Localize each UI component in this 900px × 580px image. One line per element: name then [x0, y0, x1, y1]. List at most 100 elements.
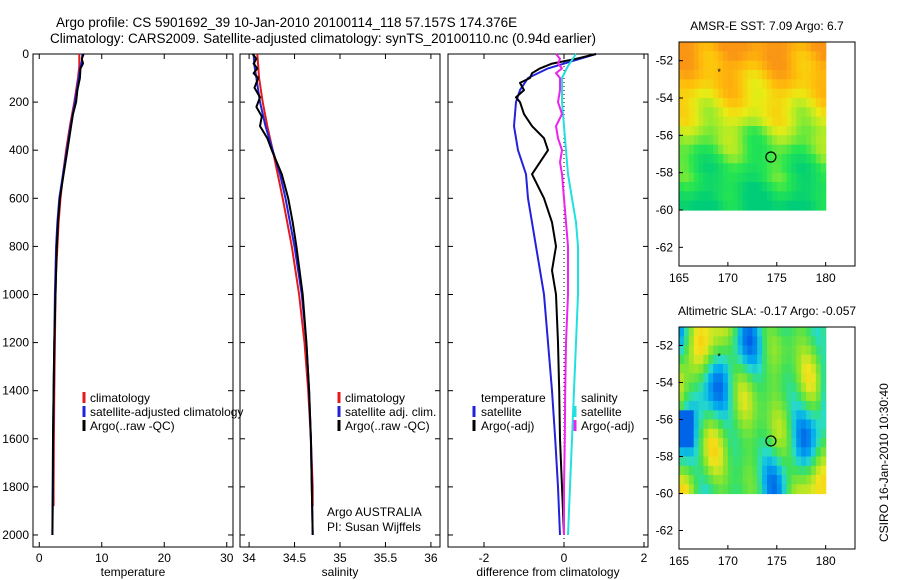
map-cell [796, 438, 802, 448]
map-cell [688, 345, 695, 356]
map-cell [742, 51, 749, 62]
map-title: Altimetric SLA: -0.17 Argo: -0.057 [678, 304, 856, 318]
map-cell [713, 327, 719, 337]
map-cell [732, 475, 739, 485]
x-tick-label: 35.5 [374, 551, 398, 565]
map-cell [688, 88, 695, 99]
map-cell [698, 191, 705, 202]
map-cell [820, 144, 827, 155]
map-cell [708, 60, 714, 71]
map-cell [713, 200, 719, 211]
map-cell [708, 88, 714, 99]
map-cell [752, 42, 758, 52]
map-cell [747, 135, 753, 146]
map-cell [732, 447, 739, 458]
map-cell [796, 484, 802, 495]
map-cell [708, 382, 714, 393]
map-cell [688, 447, 695, 458]
map-cell [811, 364, 817, 374]
x-tick-label: 2 [641, 551, 648, 565]
map-cell [801, 419, 807, 430]
map-cell [767, 391, 773, 402]
map-cell [801, 465, 807, 476]
map-cell [703, 88, 709, 99]
map-cell [762, 484, 768, 495]
map-cell [781, 88, 788, 99]
map-cell [723, 373, 729, 384]
map-cell [703, 475, 709, 485]
map-cell [757, 182, 763, 192]
map-cell [693, 70, 700, 80]
map-cell [791, 200, 797, 211]
map-cell [718, 172, 724, 183]
map-cell [747, 438, 753, 448]
salinity-panel: 34 34.5 35 35.5 36 salinity [239, 53, 441, 579]
map-cell [767, 456, 773, 467]
map-cell [688, 126, 695, 136]
map-cell [732, 182, 739, 192]
map-cell [801, 391, 807, 402]
map-y-tick-label: -58 [656, 450, 674, 464]
map-cell [767, 438, 773, 448]
map-cell [815, 42, 822, 52]
map-cell [811, 447, 817, 458]
map-cell [786, 456, 793, 467]
map-cell [757, 126, 763, 136]
map-cell [771, 51, 778, 62]
map-cell [703, 154, 709, 164]
map-cell [815, 79, 822, 90]
map-cell [698, 475, 705, 485]
y-tick-label: 1400 [2, 384, 29, 398]
map-cell [791, 126, 797, 136]
map-cell [683, 336, 690, 347]
map-cell [806, 364, 812, 374]
map-cell [693, 484, 700, 495]
map-cell [698, 438, 705, 448]
map-cell [683, 98, 690, 108]
map-cell [801, 172, 807, 183]
map-cell [708, 144, 714, 155]
map-cell [791, 70, 797, 80]
map-cell [737, 154, 744, 164]
map-cell [698, 126, 705, 136]
map-cell [718, 373, 724, 384]
map-cell [820, 70, 827, 80]
map-cell [723, 70, 729, 80]
map-cell [781, 98, 788, 108]
plot-frame [239, 53, 441, 548]
map-cell [806, 391, 812, 402]
map-cell [752, 364, 758, 374]
map-cell [718, 107, 724, 118]
map-cell [786, 354, 793, 365]
legend-label: satellite [581, 405, 622, 419]
map-cell [703, 42, 709, 52]
map-cell [723, 336, 729, 347]
map-cell [781, 200, 788, 211]
map-cell [723, 456, 729, 467]
map-cell [679, 354, 685, 365]
x-tick-label: 0 [561, 551, 568, 565]
map-cell [811, 484, 817, 495]
map-cell [742, 327, 749, 337]
map-cell [727, 345, 734, 356]
map-cell [713, 401, 719, 411]
map-cell [703, 107, 709, 118]
map-cell [679, 438, 685, 448]
map-cell [791, 447, 797, 458]
y-tick-label: 1800 [2, 480, 29, 494]
plot-frame [447, 53, 649, 548]
map-cell [752, 126, 758, 136]
map-cell [718, 191, 724, 202]
map-cell [708, 51, 714, 62]
map-cell [688, 107, 695, 118]
map-x-tick-label: 165 [669, 554, 689, 568]
map-cell [742, 428, 749, 439]
map-cell [747, 401, 753, 411]
map-cell [806, 336, 812, 347]
map-cell [796, 391, 802, 402]
map-cell [688, 391, 695, 402]
map-cell [752, 447, 758, 458]
map-cell [703, 410, 709, 421]
map-cell [757, 391, 763, 402]
map-cell [727, 182, 734, 192]
